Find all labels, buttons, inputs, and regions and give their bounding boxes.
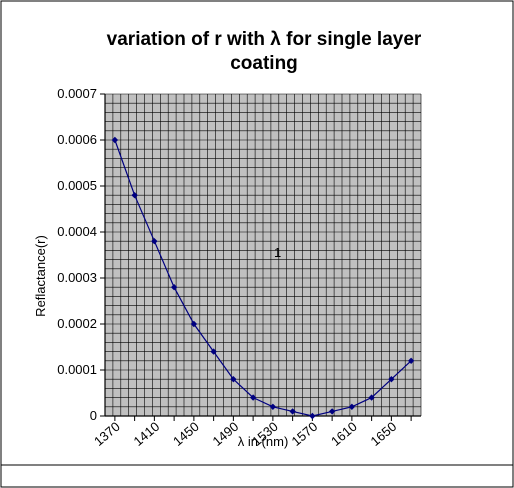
data-point — [368, 394, 375, 401]
data-point — [249, 394, 257, 401]
data-point — [407, 357, 415, 364]
series-line — [114, 139, 412, 417]
data-point — [210, 348, 217, 355]
y-tick-label: 0.0001 — [57, 362, 97, 377]
y-tick-label: 0.0007 — [57, 86, 97, 101]
data-point — [388, 376, 395, 383]
y-tick-label: 0 — [90, 408, 97, 423]
x-axis-label: λ in (nm) — [238, 434, 289, 449]
series-points — [111, 136, 415, 420]
data-point — [328, 408, 336, 415]
y-tick-label: 0.0002 — [57, 316, 97, 331]
grid-lines — [104, 93, 422, 417]
y-tick-label: 0.0006 — [57, 132, 97, 147]
data-point — [289, 408, 296, 415]
data-point — [190, 320, 198, 328]
chart-title-line2: coating — [230, 53, 298, 74]
data-point — [348, 403, 356, 410]
y-tick-label: 0.0004 — [57, 224, 97, 239]
data-point — [170, 284, 178, 291]
plot-annotation: 1 — [274, 245, 281, 260]
data-point — [309, 412, 316, 420]
data-point — [269, 403, 277, 410]
data-point — [151, 238, 158, 245]
data-point — [131, 192, 138, 199]
y-tick-labels: 0 0.0001 0.0002 0.0003 0.0004 0.0005 0.0006 0.0… — [57, 86, 105, 423]
y-axis-label: Reflactance(r) — [33, 235, 48, 317]
data-point — [111, 136, 119, 144]
y-tick-label: 0.0003 — [57, 270, 97, 285]
data-point — [230, 376, 237, 383]
y-tick-label: 0.0005 — [57, 178, 97, 193]
chart-title-line1: variation of r with λ for single layer — [107, 29, 422, 50]
